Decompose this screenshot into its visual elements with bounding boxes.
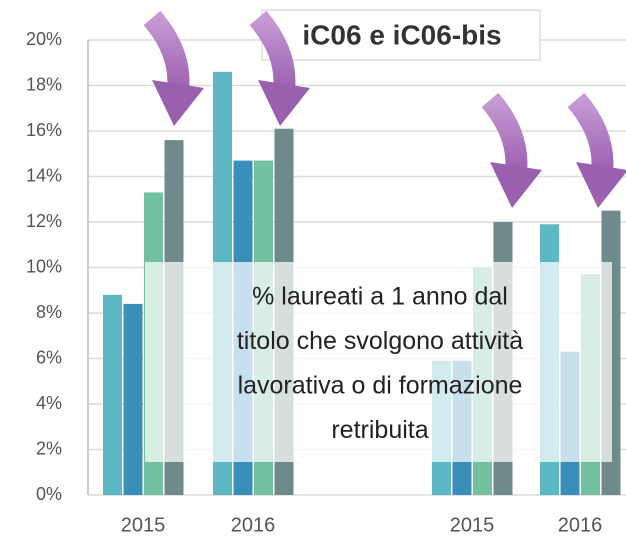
y-tick-label: 4%	[36, 393, 62, 413]
annotation-line: lavorativa o di formazione	[238, 372, 523, 400]
annotation-box	[145, 262, 612, 462]
x-tick-label: 2015	[121, 514, 166, 536]
x-tick-label: 2016	[558, 514, 603, 536]
x-tick-label: 2015	[450, 514, 495, 536]
annotation-line: retribuita	[331, 416, 428, 444]
y-tick-label: 20%	[26, 29, 62, 49]
title-box	[261, 9, 541, 61]
bar	[103, 294, 122, 495]
y-tick-label: 14%	[26, 165, 62, 185]
y-tick-label: 18%	[26, 74, 62, 94]
arrow	[490, 100, 542, 208]
y-tick-label: 6%	[36, 347, 62, 367]
y-tick-label: 0%	[36, 484, 62, 504]
y-tick-label: 10%	[26, 256, 62, 276]
annotation: % laureati a 1 anno dal titolo che svolgo…	[237, 283, 523, 445]
y-tick-label: 12%	[26, 211, 62, 231]
annotation-line: % laureati a 1 anno dal	[252, 283, 508, 311]
x-tick-label: 2016	[231, 514, 276, 536]
annotation-line: titolo che svolgono attività	[237, 327, 523, 355]
y-tick-label: 8%	[36, 302, 62, 322]
arrow	[576, 100, 626, 208]
y-tick-label: 16%	[26, 120, 62, 140]
chart-title: iC06 e iC06-bis	[302, 19, 501, 50]
y-tick-label: 2%	[36, 438, 62, 458]
bar	[123, 303, 143, 495]
arrow	[152, 18, 204, 126]
